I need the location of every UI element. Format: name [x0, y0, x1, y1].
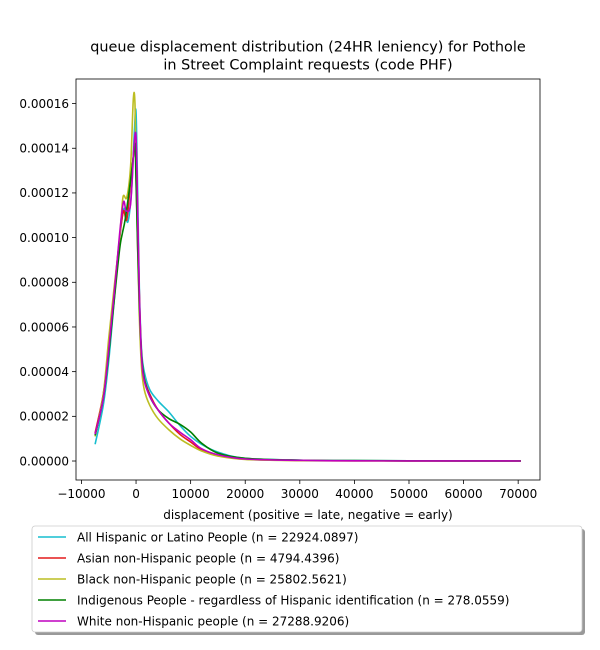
- chart-title-line-1: queue displacement distribution (24HR le…: [90, 40, 526, 56]
- legend-box: [31, 525, 583, 633]
- x-tick-label: 10000: [172, 487, 210, 501]
- legend-entries: All Hispanic or Latino People (n = 22924…: [38, 530, 509, 628]
- legend-label-4: White non-Hispanic people (n = 27288.920…: [77, 614, 349, 628]
- plot-area: −10000 0 10000 20000 30000 40000 50000 60000 700…: [19, 78, 541, 501]
- legend: All Hispanic or Latino People (n = 22924…: [31, 525, 585, 635]
- y-tick-label: 0.00006: [19, 320, 69, 334]
- series-line-4: [94, 131, 521, 462]
- legend-label-0: All Hispanic or Latino People (n = 22924…: [77, 530, 358, 544]
- y-tick-label: 0.00010: [19, 231, 69, 245]
- chart-title-line-2: in Street Complaint requests (code PHF): [163, 58, 452, 74]
- series-lines: [94, 91, 521, 462]
- y-tick-label: 0.00016: [19, 97, 69, 111]
- y-axis-ticks: 0.00000 0.00002 0.00004 0.00006 0.00008 0.000…: [19, 97, 76, 468]
- series-line-1: [94, 139, 521, 462]
- series-line-0: [94, 108, 521, 462]
- y-tick-label: 0.00004: [19, 365, 69, 379]
- x-tick-label: −10000: [57, 487, 105, 501]
- series-line-3: [94, 142, 521, 462]
- x-tick-label: 20000: [226, 487, 264, 501]
- x-tick-label: 70000: [499, 487, 537, 501]
- x-tick-label: 0: [132, 487, 140, 501]
- series-line-2: [94, 91, 521, 462]
- y-tick-label: 0.00002: [19, 410, 69, 424]
- x-tick-label: 40000: [335, 487, 373, 501]
- y-tick-label: 0.00000: [19, 454, 69, 468]
- x-tick-label: 60000: [444, 487, 482, 501]
- x-tick-label: 30000: [281, 487, 319, 501]
- x-axis-label: displacement (positive = late, negative …: [163, 508, 452, 522]
- legend-label-3: Indigenous People - regardless of Hispan…: [77, 593, 509, 607]
- y-tick-label: 0.00008: [19, 276, 69, 290]
- legend-label-1: Asian non-Hispanic people (n = 4794.4396…: [77, 551, 339, 565]
- x-tick-label: 50000: [390, 487, 428, 501]
- y-tick-label: 0.00014: [19, 142, 69, 156]
- x-axis-ticks: −10000 0 10000 20000 30000 40000 50000 60000 700…: [57, 480, 537, 501]
- legend-label-2: Black non-Hispanic people (n = 25802.562…: [77, 572, 347, 586]
- y-tick-label: 0.00012: [19, 186, 69, 200]
- axes-frame: [75, 78, 541, 481]
